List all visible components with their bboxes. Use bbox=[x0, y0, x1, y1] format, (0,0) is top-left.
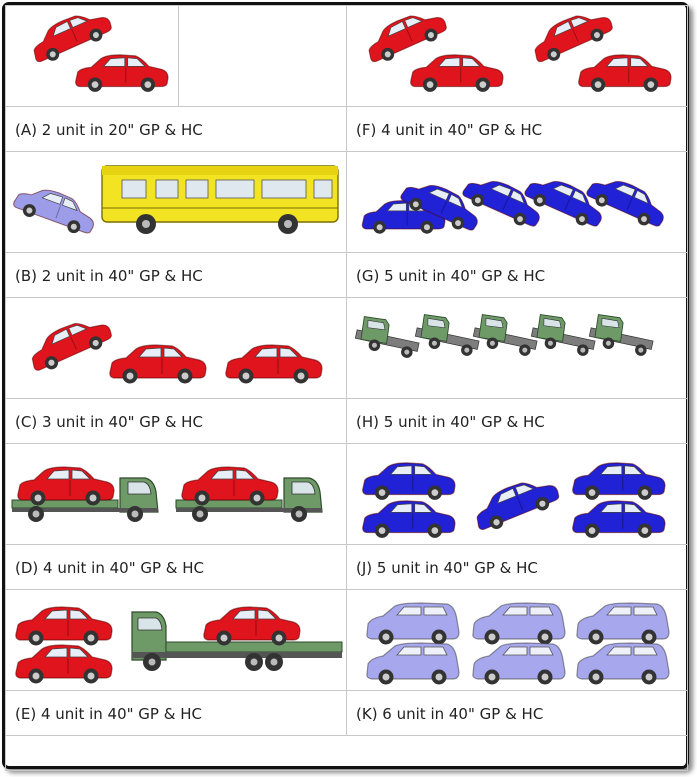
option-label: (G) 5 unit in 40" GP & HC bbox=[346, 252, 688, 298]
option-label-text: (E) 4 unit in 40" GP & HC bbox=[15, 704, 202, 723]
option-label: (B) 2 unit in 40" GP & HC bbox=[5, 252, 347, 298]
green-truck bbox=[413, 311, 483, 359]
blue-sedan bbox=[572, 462, 666, 501]
green-truck bbox=[587, 311, 657, 359]
red-sedan bbox=[181, 466, 279, 507]
blue-sedan bbox=[362, 462, 456, 501]
option-label: (D) 4 unit in 40" GP & HC bbox=[5, 544, 347, 590]
lavender-hatchback bbox=[472, 602, 566, 646]
option-label: (C) 3 unit in 40" GP & HC bbox=[5, 398, 347, 444]
option-label-text: (A) 2 unit in 20" GP & HC bbox=[15, 120, 203, 139]
blue-sedan bbox=[468, 470, 563, 536]
blue-sedan bbox=[362, 500, 456, 539]
option-label: (H) 5 unit in 40" GP & HC bbox=[346, 398, 688, 444]
empty-row bbox=[5, 735, 688, 771]
option-label-text: (G) 5 unit in 40" GP & HC bbox=[356, 266, 546, 285]
option-label: (K) 6 unit in 40" GP & HC bbox=[346, 690, 688, 736]
option-k-image bbox=[346, 589, 688, 691]
option-b-image bbox=[5, 151, 347, 253]
red-sedan bbox=[203, 606, 301, 647]
option-label: (A) 2 unit in 20" GP & HC bbox=[5, 106, 347, 152]
red-sedan bbox=[75, 54, 169, 93]
red-sedan bbox=[410, 54, 504, 93]
lavender-hatchback bbox=[366, 602, 460, 646]
red-sedan bbox=[15, 606, 113, 647]
green-truck bbox=[471, 311, 541, 359]
option-h-image bbox=[346, 297, 688, 399]
red-sedan bbox=[23, 310, 116, 377]
option-g-image bbox=[346, 151, 688, 253]
option-label: (E) 4 unit in 40" GP & HC bbox=[5, 690, 347, 736]
red-sedan bbox=[526, 6, 617, 68]
option-f-image bbox=[346, 5, 688, 107]
option-label-text: (F) 4 unit in 40" GP & HC bbox=[356, 120, 543, 139]
lavender-hatchback bbox=[576, 602, 670, 646]
blue-sedan bbox=[572, 500, 666, 539]
container-options-grid: (A) 2 unit in 20" GP & HC (F) 4 unit in … bbox=[5, 5, 688, 771]
option-label-text: (J) 5 unit in 40" GP & HC bbox=[356, 558, 538, 577]
lavender-hatchback bbox=[472, 642, 566, 686]
option-label-text: (C) 3 unit in 40" GP & HC bbox=[15, 412, 203, 431]
red-sedan bbox=[578, 54, 672, 93]
red-sedan bbox=[15, 644, 113, 685]
option-label-text: (D) 4 unit in 40" GP & HC bbox=[15, 558, 205, 577]
red-sedan bbox=[17, 466, 115, 507]
green-truck bbox=[353, 313, 423, 361]
green-truck bbox=[529, 311, 599, 359]
red-sedan bbox=[109, 344, 207, 385]
option-label-text: (B) 2 unit in 40" GP & HC bbox=[15, 266, 203, 285]
option-label: (F) 4 unit in 40" GP & HC bbox=[346, 106, 688, 152]
option-a-image bbox=[5, 5, 347, 107]
red-sedan bbox=[225, 344, 323, 385]
option-e-image bbox=[5, 589, 347, 691]
lavender-hatchback bbox=[366, 642, 460, 686]
option-d-image bbox=[5, 443, 347, 545]
lavender-hatchback bbox=[576, 642, 670, 686]
green-flatbed-truck bbox=[131, 611, 343, 671]
option-j-image bbox=[346, 443, 688, 545]
purple-sedan bbox=[10, 179, 101, 240]
option-c-image bbox=[5, 297, 347, 399]
option-label-text: (K) 6 unit in 40" GP & HC bbox=[356, 704, 544, 723]
option-label: (J) 5 unit in 40" GP & HC bbox=[346, 544, 688, 590]
yellow-bus bbox=[101, 165, 339, 234]
option-label-text: (H) 5 unit in 40" GP & HC bbox=[356, 412, 545, 431]
